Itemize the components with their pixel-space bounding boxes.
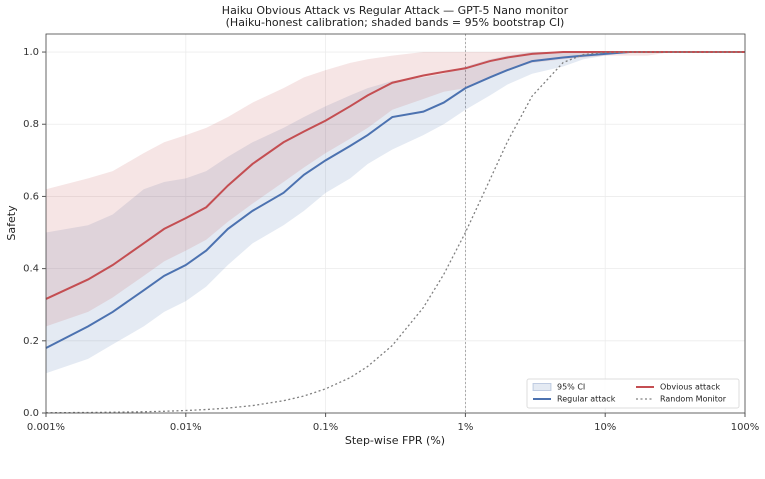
x-tick-label: 0.01% [170, 422, 202, 433]
y-tick-label: 0.2 [23, 336, 39, 347]
y-tick-label: 0.6 [23, 191, 39, 202]
series-line [45, 51, 745, 349]
y-axis-label: Safety [5, 205, 18, 241]
y-tick-label: 0.8 [23, 119, 39, 130]
x-tick-label: 1% [457, 422, 473, 433]
legend-label: Obvious attack [660, 383, 720, 392]
x-tick-label: 0.1% [313, 422, 338, 433]
plot-frame [45, 33, 746, 414]
x-tick-label: 10% [594, 422, 616, 433]
legend [526, 378, 740, 409]
series-line [45, 51, 745, 300]
chart-subtitle: (Haiku-honest calibration; shaded bands … [226, 16, 565, 29]
legend-label: 95% CI [557, 383, 585, 392]
ci-band [46, 52, 745, 327]
legend-label: Regular attack [557, 395, 616, 404]
x-axis-label: Step-wise FPR (%) [345, 434, 445, 447]
y-tick-label: 0.0 [23, 408, 39, 419]
x-tick-label: 0.001% [27, 422, 65, 433]
x-tick-label: 100% [731, 422, 760, 433]
y-tick-label: 1.0 [23, 47, 39, 58]
legend-label: Random Monitor [660, 395, 727, 404]
chart-title: Haiku Obvious Attack vs Regular Attack —… [222, 4, 569, 17]
y-tick-label: 0.4 [23, 264, 39, 275]
legend-swatch [532, 383, 552, 391]
